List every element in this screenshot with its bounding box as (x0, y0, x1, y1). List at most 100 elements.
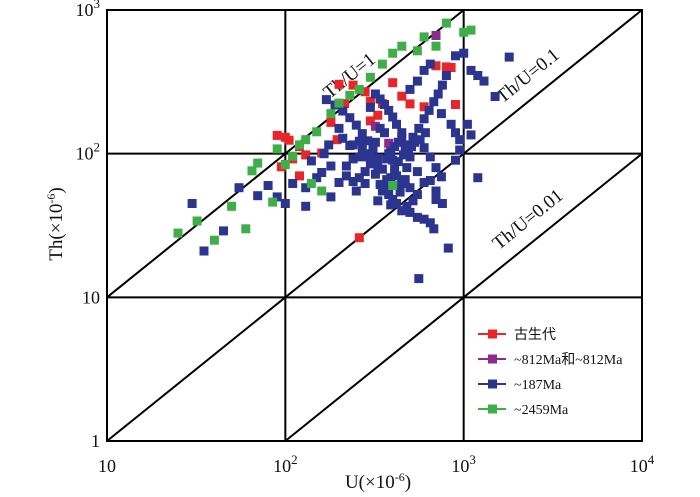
data-point (431, 61, 441, 71)
data-point (388, 78, 398, 88)
ratio-line (106, 9, 465, 299)
plot-border (106, 9, 643, 442)
data-point (363, 136, 373, 146)
data-point (370, 137, 380, 147)
data-point (455, 145, 465, 155)
data-point (312, 127, 322, 137)
data-point (410, 137, 419, 147)
data-point (425, 176, 435, 185)
legend-marker (488, 354, 497, 364)
data-point (388, 112, 398, 122)
data-point (253, 158, 263, 168)
data-point (345, 113, 355, 123)
data-point (272, 130, 282, 140)
y-tick-label: 10 (82, 287, 100, 307)
y-axis-title: Th(×10-6) (44, 187, 67, 260)
data-point (405, 84, 415, 94)
data-point (412, 190, 422, 199)
data-point (192, 216, 202, 226)
data-point (425, 59, 435, 69)
data-point (360, 87, 370, 97)
y-tick-label: 1 (91, 431, 100, 451)
data-point (429, 97, 439, 107)
data-point (402, 201, 412, 211)
data-point (284, 135, 294, 145)
legend-marker (488, 404, 497, 414)
data-point (354, 233, 364, 243)
data-point (433, 89, 443, 99)
data-point (301, 201, 311, 211)
data-point (473, 71, 483, 80)
data-point (431, 186, 441, 196)
data-point (312, 173, 322, 183)
data-point (306, 179, 316, 188)
data-point (473, 173, 483, 183)
data-point (348, 154, 358, 164)
data-point (405, 183, 415, 193)
data-points (173, 18, 514, 284)
data-point (301, 183, 311, 193)
data-point (334, 178, 344, 187)
data-point (397, 41, 407, 51)
data-point (317, 186, 327, 196)
data-point (341, 161, 351, 171)
data-point (431, 41, 441, 51)
data-point (334, 123, 344, 133)
data-point (360, 179, 370, 188)
y-tick-label: 102 (76, 140, 101, 164)
x-tick-label: 103 (451, 452, 476, 476)
data-point (384, 190, 394, 199)
data-point (386, 147, 396, 157)
data-point (397, 133, 407, 143)
data-point (345, 90, 355, 100)
data-point (365, 72, 375, 82)
data-point (375, 94, 385, 104)
data-point (388, 155, 398, 165)
data-point (420, 128, 430, 138)
data-point (288, 179, 298, 188)
data-point (301, 150, 311, 160)
data-point (187, 199, 197, 208)
data-point (295, 171, 304, 181)
data-point (234, 183, 244, 193)
data-point (392, 199, 401, 208)
data-point (436, 109, 446, 119)
data-point (441, 71, 451, 80)
data-point (377, 59, 387, 69)
data-point (443, 243, 453, 253)
data-point (334, 98, 344, 108)
data-point (382, 154, 392, 164)
ratio-line (106, 9, 643, 442)
data-point (392, 119, 401, 129)
data-point (466, 130, 476, 140)
ratio-line-label: Th/U=0.1 (492, 44, 563, 107)
data-point (408, 196, 418, 206)
data-point (288, 151, 298, 161)
data-point (365, 96, 375, 106)
data-point (437, 199, 447, 208)
data-point (384, 105, 394, 115)
data-point (173, 228, 183, 238)
data-point (348, 140, 358, 150)
x-tick-label: 104 (630, 452, 655, 476)
data-point (241, 224, 251, 234)
data-point (415, 135, 425, 145)
data-point (429, 224, 439, 234)
data-point (354, 136, 364, 146)
data-point (436, 172, 446, 182)
data-point (402, 163, 412, 173)
data-point (397, 206, 407, 216)
data-point (466, 65, 476, 75)
data-point (490, 92, 500, 101)
data-point (340, 99, 350, 109)
data-point (400, 175, 410, 185)
data-point (351, 186, 361, 196)
data-point (370, 121, 380, 131)
data-point (306, 156, 316, 166)
data-point (451, 51, 460, 61)
data-point (348, 80, 358, 90)
data-point (390, 164, 400, 174)
data-point (380, 183, 389, 193)
data-point (253, 191, 263, 201)
data-point (301, 135, 311, 145)
